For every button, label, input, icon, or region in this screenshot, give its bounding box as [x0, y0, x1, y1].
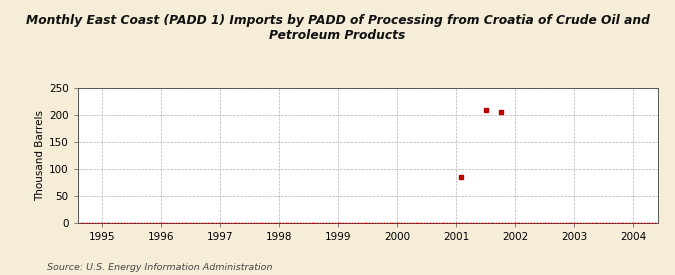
Y-axis label: Thousand Barrels: Thousand Barrels — [34, 110, 45, 201]
Text: Monthly East Coast (PADD 1) Imports by PADD of Processing from Croatia of Crude : Monthly East Coast (PADD 1) Imports by P… — [26, 14, 649, 42]
Text: Source: U.S. Energy Information Administration: Source: U.S. Energy Information Administ… — [47, 263, 273, 272]
